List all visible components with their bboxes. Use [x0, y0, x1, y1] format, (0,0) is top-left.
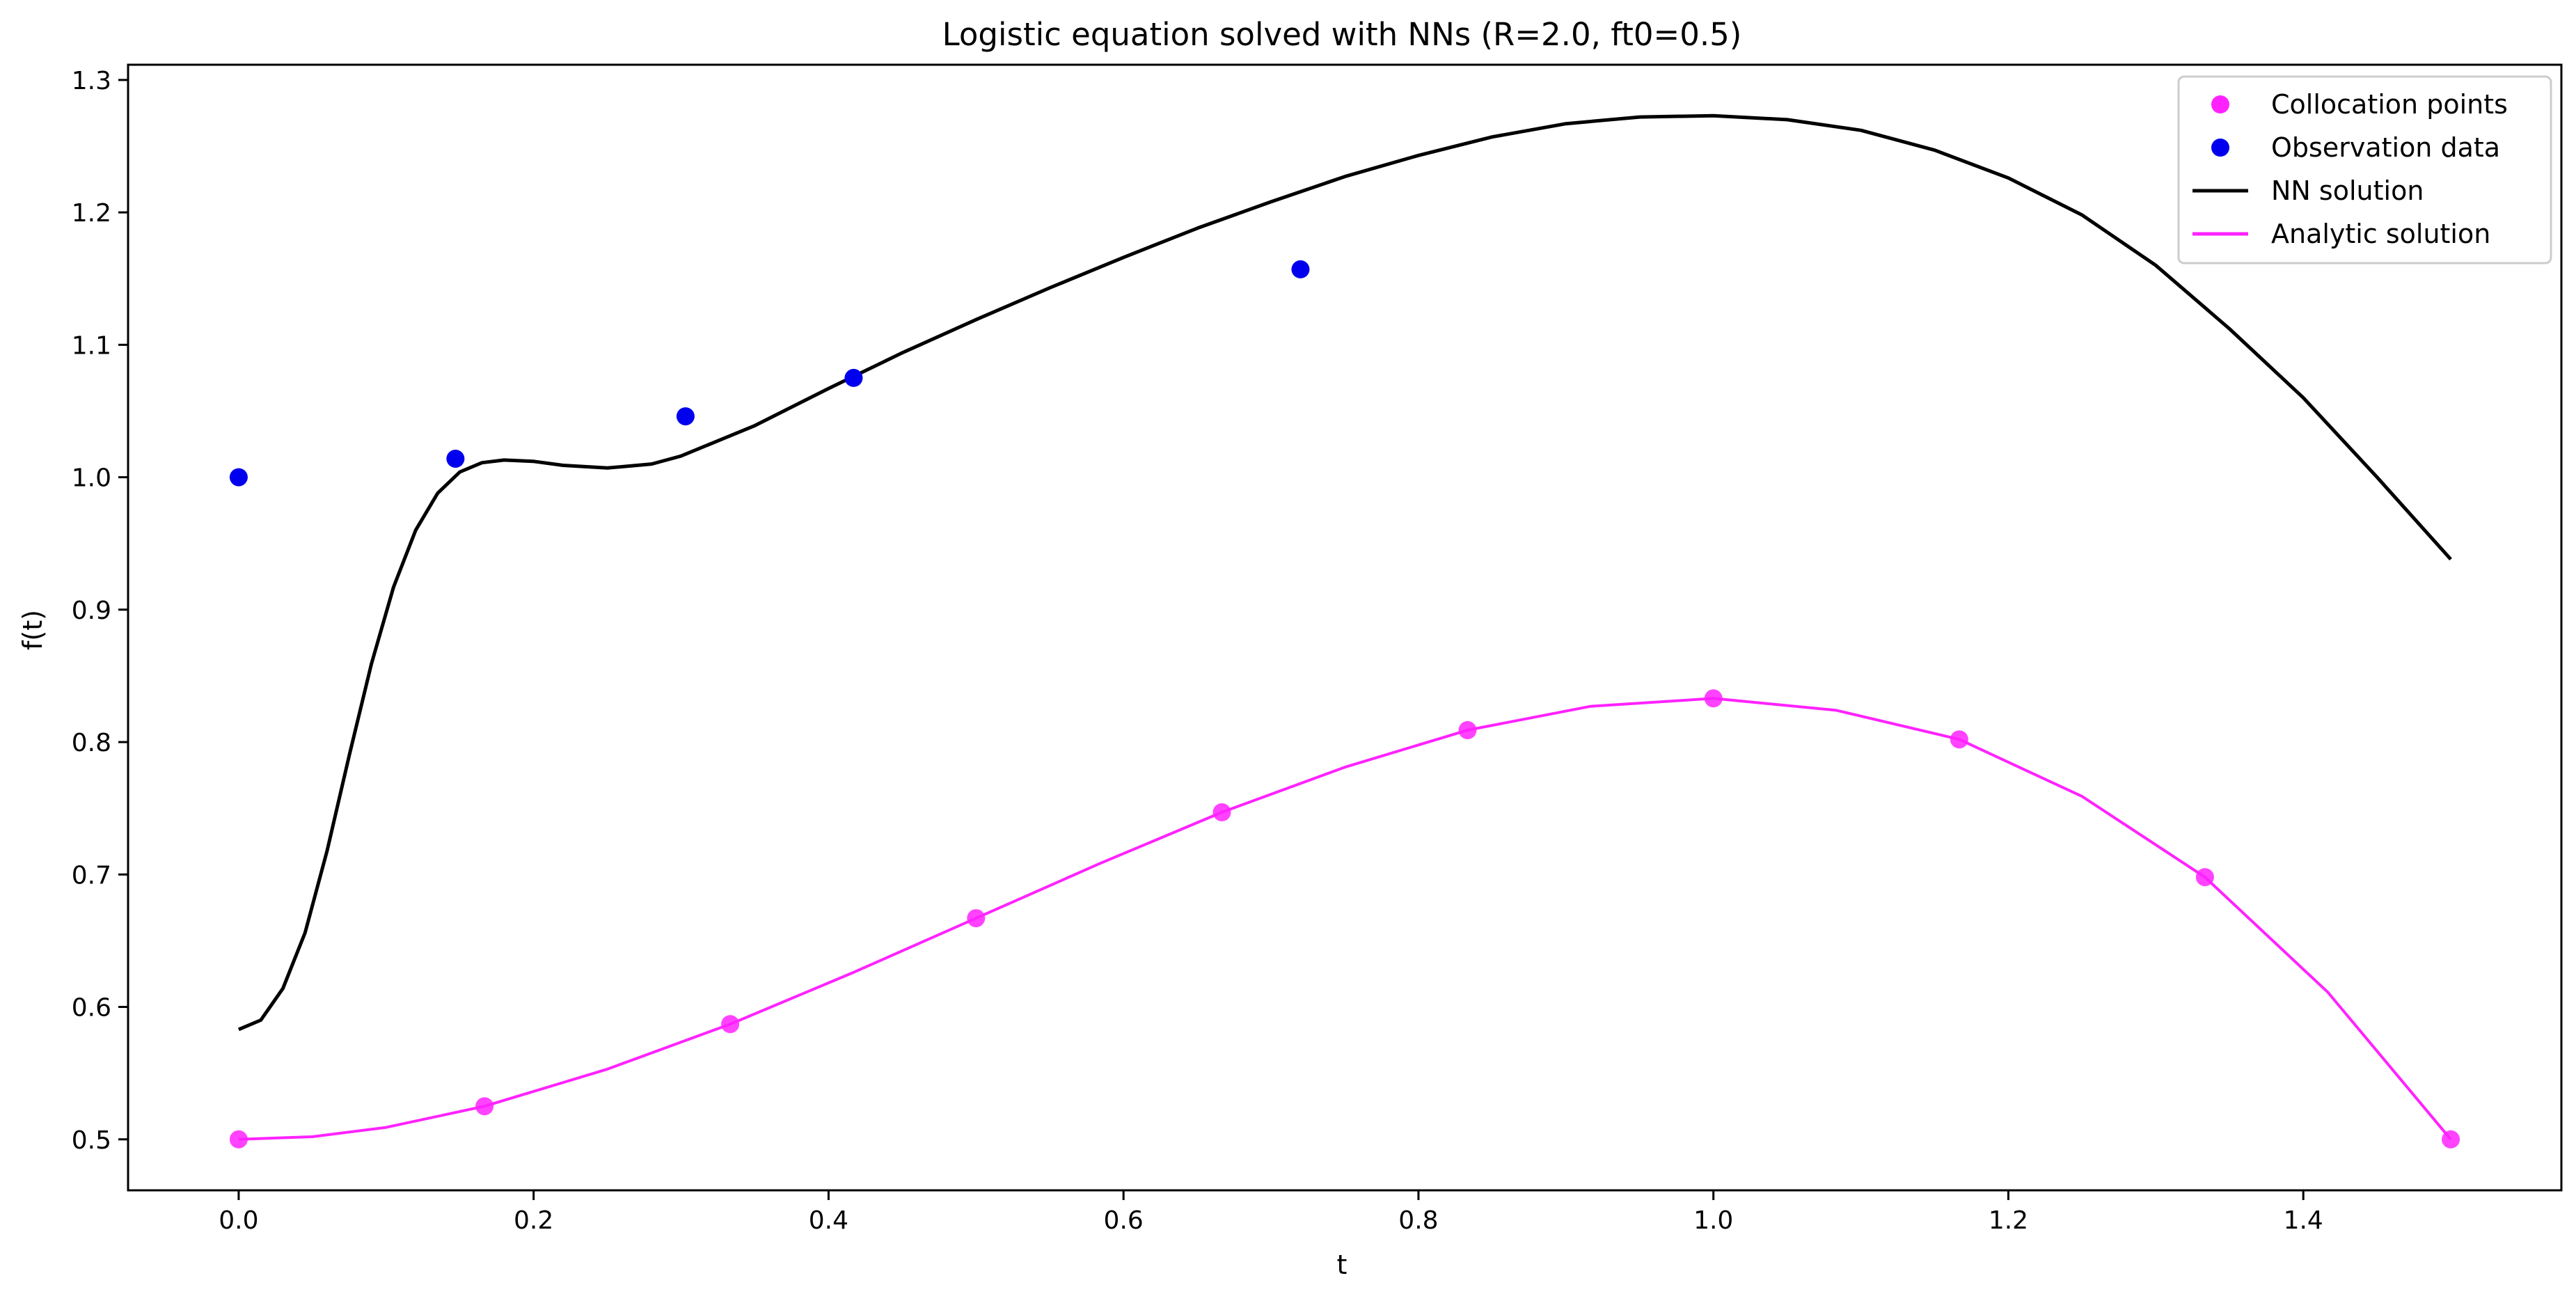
- observation-data-point: [1291, 260, 1310, 278]
- collocation-points-point: [1212, 803, 1231, 821]
- collocation-points-point: [475, 1097, 494, 1116]
- collocation-points-point: [1950, 730, 1968, 749]
- collocation-points-point: [2442, 1130, 2460, 1149]
- y-tick-label: 0.5: [72, 1126, 111, 1155]
- x-tick-label: 0.0: [219, 1206, 258, 1235]
- chart-title: Logistic equation solved with NNs (R=2.0…: [942, 16, 1742, 53]
- observation-data-point: [676, 407, 695, 426]
- y-tick-label: 0.7: [72, 861, 111, 890]
- legend-swatch: [2211, 95, 2229, 113]
- collocation-points-point: [229, 1130, 248, 1149]
- y-tick-label: 0.6: [72, 994, 111, 1023]
- collocation-points-point: [1458, 720, 1477, 739]
- nn-solution-line: [237, 113, 2452, 1032]
- y-tick-label: 1.3: [72, 67, 111, 95]
- legend-label: Analytic solution: [2271, 219, 2490, 249]
- y-tick-label: 1.2: [72, 199, 111, 228]
- y-tick-label: 1.0: [72, 464, 111, 493]
- x-tick-label: 0.2: [514, 1206, 553, 1235]
- x-tick-label: 0.8: [1398, 1206, 1438, 1235]
- x-tick-label: 1.0: [1693, 1206, 1733, 1235]
- x-tick-label: 0.4: [809, 1206, 848, 1235]
- legend-swatch: [2211, 139, 2229, 157]
- x-tick-label: 0.6: [1104, 1206, 1144, 1235]
- collocation-points-point: [967, 909, 986, 928]
- collocation-points-point: [2195, 868, 2214, 887]
- legend: Collocation points Observation data NN sol…: [2177, 75, 2552, 265]
- y-axis-label: f(t): [17, 610, 48, 650]
- y-tick-label: 0.8: [72, 729, 111, 757]
- y-tick-label: 0.9: [72, 597, 111, 625]
- collocation-points-point: [721, 1015, 740, 1034]
- x-tick-label: 1.4: [2284, 1206, 2323, 1235]
- plot-frame: [127, 63, 2563, 1192]
- x-tick-label: 1.2: [1989, 1206, 2028, 1235]
- legend-label: Collocation points: [2271, 89, 2508, 120]
- x-axis-label: t: [1337, 1249, 1348, 1280]
- y-tick-label: 1.1: [72, 331, 111, 360]
- y-axis: 0.5 0.6 0.7 0.8 0.9 1.0 1.1 1.2 1.3: [72, 67, 128, 1155]
- plot-series: [229, 113, 2460, 1149]
- observation-data-point: [229, 468, 248, 487]
- x-axis: 0.0 0.2 0.4 0.6 0.8 1.0 1.2 1.4: [219, 1190, 2323, 1235]
- analytic-solution-line: [238, 697, 2452, 1141]
- legend-label: NN solution: [2271, 175, 2424, 206]
- observation-data-point: [446, 449, 465, 468]
- observation-data-point: [844, 368, 863, 387]
- legend-box: [2177, 75, 2552, 265]
- legend-label: Observation data: [2271, 132, 2500, 163]
- collocation-points-point: [1704, 689, 1723, 708]
